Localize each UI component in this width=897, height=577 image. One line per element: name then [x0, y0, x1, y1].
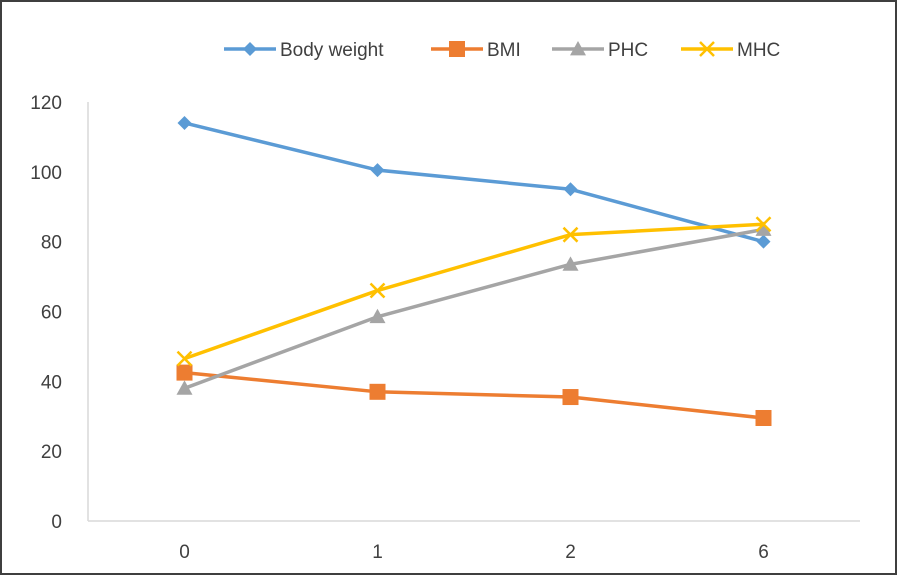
data-point-phc: [562, 256, 579, 271]
data-point-mhc-stroke-b: [562, 226, 579, 243]
x-tick-label: 0: [179, 542, 190, 563]
data-point-body-weight: [370, 163, 385, 178]
series-line-body-weight: [184, 121, 764, 244]
data-point-body-weight: [563, 182, 578, 197]
x-tick-label: 2: [565, 542, 576, 563]
y-tick-label: 120: [30, 93, 62, 114]
series-mhc: [176, 216, 772, 367]
series-body-weight: [177, 115, 771, 249]
series-phc: [176, 221, 772, 395]
y-tick-label: 100: [30, 163, 62, 184]
data-point-bmi: [755, 409, 772, 426]
y-tick-label: 40: [41, 372, 62, 393]
series-line-mhc: [183, 222, 764, 361]
legend-label-phc: PHC: [608, 40, 648, 61]
data-point-phc: [176, 380, 193, 395]
x-tick-label: 6: [758, 542, 769, 563]
legend-item-mhc: MHC: [681, 40, 780, 61]
data-point-mhc-stroke-b: [369, 282, 386, 299]
data-point-bmi: [176, 364, 193, 381]
legend-marker-mhc-stroke-b: [699, 41, 715, 57]
legend-marker-mhc: [699, 41, 715, 57]
series-bmi: [176, 364, 772, 426]
series-line-phc: [183, 227, 764, 390]
data-point-mhc-stroke-b: [755, 216, 772, 233]
data-point-mhc: [369, 282, 386, 299]
data-point-body-weight: [177, 115, 192, 130]
y-tick-label: 80: [41, 233, 62, 254]
data-point-mhc: [562, 226, 579, 243]
legend: Body weight BMI PHC MHC: [224, 40, 780, 61]
axes: 0 20 40 60 80 100 120 0 1 2 6: [30, 93, 860, 563]
legend-marker-phc: [570, 41, 586, 56]
data-point-phc: [369, 308, 386, 324]
y-tick-label: 0: [51, 512, 62, 533]
series-area: [176, 115, 772, 426]
data-point-phc: [755, 221, 772, 236]
data-point-bmi: [562, 389, 579, 406]
legend-label-bmi: BMI: [487, 40, 521, 61]
legend-marker-body-weight: [243, 42, 257, 56]
y-tick-label: 20: [41, 442, 62, 463]
legend-marker-bmi: [449, 41, 465, 57]
series-line-bmi: [184, 370, 764, 420]
legend-label-mhc: MHC: [737, 40, 780, 61]
data-point-bmi: [369, 383, 386, 400]
y-tick-label: 60: [41, 303, 62, 324]
x-tick-label: 1: [372, 542, 383, 563]
legend-item-phc: PHC: [552, 40, 648, 61]
data-point-mhc: [176, 350, 193, 367]
data-point-body-weight: [756, 234, 771, 249]
legend-item-bmi: BMI: [431, 40, 521, 61]
legend-item-body-weight: Body weight: [224, 40, 384, 61]
data-point-mhc: [755, 216, 772, 233]
data-point-mhc-stroke-b: [176, 350, 193, 367]
legend-label-body-weight: Body weight: [280, 40, 384, 61]
